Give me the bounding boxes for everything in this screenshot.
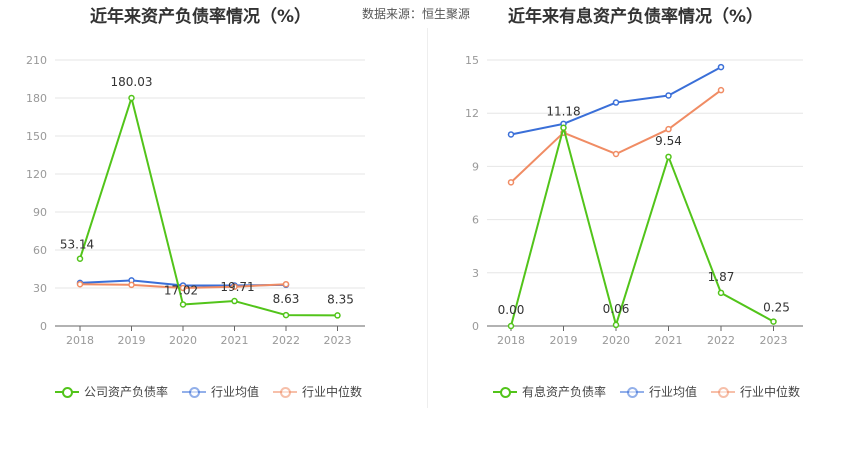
data-label: 0.25 (763, 301, 790, 315)
left-chart-legend: 公司资产负债率 行业均值 行业中位数 (55, 383, 362, 400)
data-point (665, 153, 672, 161)
x-tick-label: 2022 (272, 334, 300, 347)
y-tick-label: 180 (26, 92, 47, 105)
right-chart-legend: 有息资产负债率 行业均值 行业中位数 (493, 383, 800, 400)
data-point (507, 179, 515, 186)
data-label: 9.54 (655, 134, 682, 148)
data-point (76, 255, 84, 262)
y-tick-label: 9 (472, 160, 479, 173)
legend-item[interactable]: 行业均值 (182, 383, 259, 400)
left-debt-ratio-chart: 0 30 60 90 120 150 180 210 2018 2019 2020 2021 2022 2… (26, 54, 365, 347)
data-point (507, 131, 515, 138)
legend-swatch-icon (620, 386, 645, 398)
legend-label: 行业中位数 (302, 385, 363, 399)
legend-item[interactable]: 有息资产负债率 (493, 383, 606, 400)
data-point (231, 283, 238, 290)
data-point (334, 312, 341, 319)
x-tick-label: 2020 (602, 334, 630, 347)
x-tick-label: 2019 (118, 334, 146, 347)
left-chart-title: 近年来资产负债率情况（%） (90, 7, 312, 27)
y-tick-label: 0 (472, 320, 479, 333)
data-point (665, 125, 672, 133)
x-tick-label: 2022 (707, 334, 735, 347)
right-chart-title: 近年来有息资产负债率情况（%） (508, 7, 764, 27)
data-label: 8.35 (327, 292, 354, 306)
data-point (507, 322, 515, 330)
data-point (231, 297, 238, 305)
data-point (717, 289, 725, 297)
data-point (282, 280, 290, 288)
y-tick-label: 15 (465, 54, 479, 67)
legend-swatch-icon (182, 386, 207, 398)
legend-label: 公司资产负债率 (84, 385, 169, 399)
data-label: 180.03 (111, 75, 153, 89)
y-tick-label: 6 (472, 214, 479, 227)
data-label: 8.63 (273, 292, 300, 306)
data-label: 53.14 (60, 238, 94, 252)
y-tick-label: 60 (33, 244, 47, 257)
data-point (665, 92, 672, 99)
y-tick-label: 210 (26, 54, 47, 67)
x-tick-label: 2018 (66, 334, 94, 347)
legend-swatch-icon (273, 386, 298, 398)
legend-item[interactable]: 行业中位数 (711, 383, 800, 400)
data-point (76, 280, 84, 288)
data-point (179, 284, 187, 292)
legend-swatch-icon (55, 386, 79, 398)
legend-swatch-icon (493, 386, 517, 398)
right-interest-debt-ratio-chart: 0 3 6 9 12 15 2018 2019 2020 2021 2022 2023 0.00 11.1… (465, 54, 803, 347)
legend-item[interactable]: 公司资产负债率 (55, 383, 168, 400)
y-tick-label: 150 (26, 130, 47, 143)
x-tick-label: 2021 (221, 334, 249, 347)
data-point (179, 301, 187, 308)
x-tick-label: 2019 (550, 334, 578, 347)
legend-label: 行业均值 (649, 385, 698, 399)
data-point (717, 63, 725, 71)
legend-item[interactable]: 行业中位数 (273, 383, 362, 400)
legend-label: 行业均值 (211, 385, 260, 399)
data-point (282, 311, 290, 319)
data-point (128, 94, 135, 102)
series-line (79, 96, 338, 317)
data-label: 17.02 (164, 283, 198, 297)
data-point (717, 86, 725, 94)
x-tick-label: 2018 (497, 334, 525, 347)
x-tick-label: 2023 (760, 334, 788, 347)
chart-divider (427, 28, 428, 408)
data-label: 19.71 (220, 280, 254, 294)
x-tick-label: 2023 (324, 334, 352, 347)
data-point (612, 99, 620, 106)
series-line (510, 126, 774, 327)
data-label: 11.18 (546, 105, 580, 119)
y-tick-label: 12 (465, 107, 479, 120)
data-point (128, 281, 135, 289)
legend-swatch-icon (711, 386, 736, 398)
data-label: 1.87 (708, 270, 735, 284)
data-point (770, 318, 777, 325)
data-point (560, 124, 567, 131)
data-label: 0.00 (498, 303, 525, 317)
y-tick-label: 0 (40, 320, 47, 333)
data-point (612, 150, 620, 158)
x-tick-label: 2021 (655, 334, 683, 347)
legend-label: 行业中位数 (740, 385, 801, 399)
legend-label: 有息资产负债率 (522, 385, 607, 399)
data-source-note: 数据来源：恒生聚源 (362, 7, 471, 21)
data-label: 0.06 (603, 302, 630, 316)
y-tick-label: 120 (26, 168, 47, 181)
x-tick-label: 2020 (169, 334, 197, 347)
legend-item[interactable]: 行业均值 (620, 383, 697, 400)
y-tick-label: 3 (472, 267, 479, 280)
data-point (612, 321, 620, 329)
y-tick-label: 90 (33, 206, 47, 219)
y-tick-label: 30 (33, 282, 47, 295)
